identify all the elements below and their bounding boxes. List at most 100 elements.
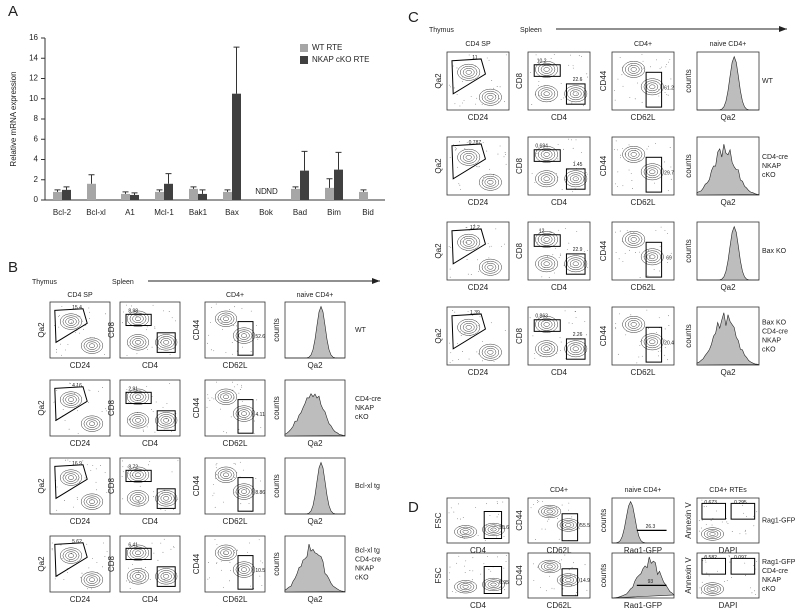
- event-dot: [575, 178, 577, 180]
- event-dot: [212, 495, 214, 497]
- event-dot: [745, 533, 747, 535]
- event-dot: [171, 430, 173, 432]
- event-dot: [464, 572, 466, 573]
- row-label: Rag1-GFP: [762, 517, 796, 524]
- event-dot: [258, 539, 260, 541]
- event-dot: [503, 567, 505, 569]
- event-dot: [488, 569, 490, 570]
- event-dot: [462, 351, 463, 352]
- event-dot: [230, 569, 232, 571]
- gate-value: 6.41: [128, 542, 138, 548]
- contour: [535, 316, 559, 333]
- y-tick-label: 2: [34, 175, 39, 184]
- event-dot: [215, 464, 217, 466]
- contour: [163, 340, 170, 345]
- event-dot: [106, 410, 107, 412]
- event-dot: [625, 334, 627, 336]
- event-dot: [250, 585, 252, 587]
- contour: [478, 258, 502, 276]
- event-dot: [487, 243, 489, 244]
- x-axis-label: Qa2: [720, 368, 736, 377]
- contour: [454, 580, 478, 594]
- event-dot: [476, 166, 477, 168]
- event-dot: [51, 542, 53, 544]
- contour: [456, 526, 475, 537]
- event-dot: [242, 346, 243, 348]
- event-dot: [207, 397, 209, 399]
- contour: [540, 259, 553, 269]
- event-dot: [639, 251, 640, 253]
- event-dot: [572, 191, 574, 193]
- error-bar: [190, 186, 197, 189]
- x-axis-label: CD62L: [223, 361, 248, 370]
- contour: [80, 493, 104, 510]
- event-dot: [76, 385, 78, 387]
- y-tick-label: 4: [34, 155, 39, 164]
- event-dot: [233, 325, 235, 326]
- event-dot: [562, 588, 564, 590]
- event-dot: [208, 334, 210, 336]
- event-dot: [234, 492, 236, 494]
- event-dot: [648, 258, 650, 260]
- gate-value: 11: [472, 55, 477, 61]
- event-dot: [494, 525, 496, 527]
- contour: [640, 78, 664, 96]
- event-dot: [504, 243, 505, 245]
- event-dot: [470, 274, 472, 275]
- contour: [627, 320, 640, 329]
- event-dot: [68, 428, 70, 430]
- event-dot: [453, 87, 455, 89]
- event-dot: [248, 495, 250, 497]
- event-dot: [475, 506, 477, 508]
- event-dot: [459, 141, 460, 143]
- flow-plot: 10.2 22.6 CD8 CD4: [515, 51, 591, 122]
- gate: [125, 547, 152, 561]
- event-dot: [233, 463, 235, 464]
- gate-value: 1.39: [470, 310, 480, 316]
- event-dot: [458, 359, 459, 360]
- event-dot: [701, 592, 702, 594]
- event-dot: [246, 336, 248, 338]
- event-dot: [551, 587, 553, 589]
- contour: [537, 172, 556, 186]
- error-bar: [326, 178, 333, 188]
- event-dot: [497, 502, 498, 504]
- plot-frame: [611, 306, 675, 366]
- error-bar: [122, 191, 129, 194]
- event-dot: [568, 138, 569, 140]
- event-dot: [145, 567, 146, 568]
- event-dot: [634, 98, 636, 100]
- event-dot: [213, 350, 215, 352]
- plot-frame: [527, 51, 591, 111]
- contour: [625, 318, 643, 331]
- flow-plot: 93 counts Rag1-GFP: [599, 552, 675, 608]
- event-dot: [568, 64, 570, 66]
- contour: [86, 419, 98, 428]
- contour: [478, 88, 502, 106]
- contour: [630, 322, 637, 327]
- x-axis-label: Qa2: [307, 517, 323, 526]
- y-axis-label: FSC: [434, 512, 443, 528]
- event-dot: [555, 507, 557, 508]
- event-dot: [466, 242, 468, 243]
- event-dot: [479, 316, 481, 318]
- contour: [83, 339, 101, 352]
- flow-plot: 2.91 CD8 CD4: [107, 379, 181, 448]
- contour: [556, 573, 580, 587]
- flow-plot: counts Qa2: [272, 379, 346, 448]
- event-dot: [538, 500, 540, 502]
- contour: [457, 148, 481, 166]
- event-dot: [459, 105, 461, 107]
- x-axis-label: CD62L: [547, 601, 572, 608]
- event-dot: [533, 580, 535, 581]
- event-dot: [478, 271, 479, 272]
- event-dot: [473, 57, 475, 59]
- event-dot: [139, 485, 141, 487]
- contour: [217, 468, 235, 481]
- event-dot: [253, 433, 255, 435]
- contour: [220, 392, 232, 401]
- event-dot: [488, 257, 490, 259]
- event-dot: [560, 350, 561, 351]
- event-dot: [472, 570, 474, 572]
- event-dot: [617, 353, 619, 355]
